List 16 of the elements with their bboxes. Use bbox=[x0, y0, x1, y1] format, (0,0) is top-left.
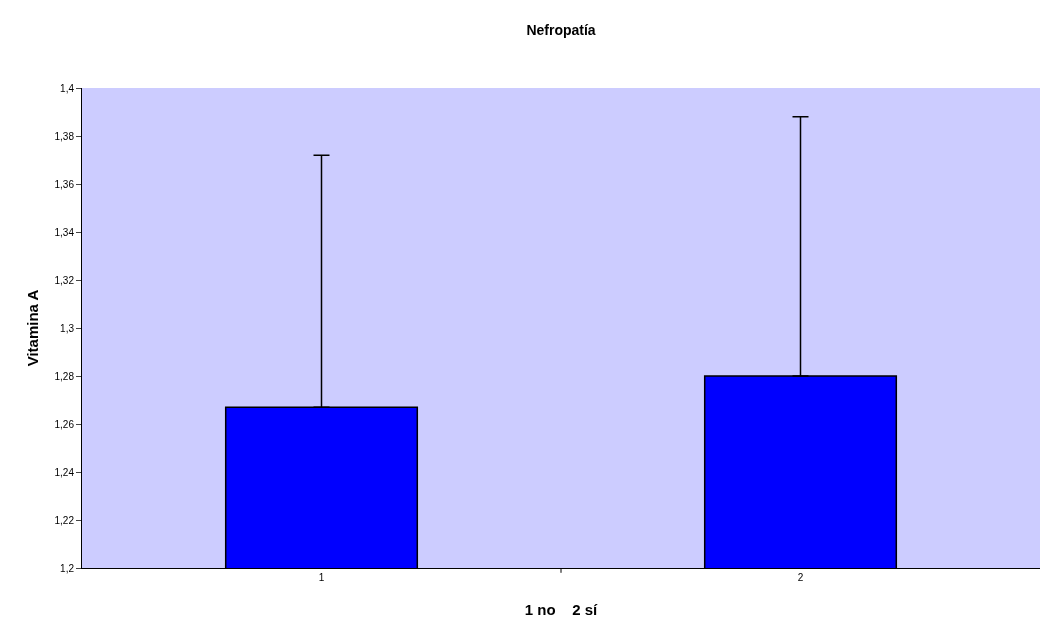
y-tick-label: 1,36 bbox=[54, 178, 75, 190]
y-tick-label: 1,32 bbox=[54, 274, 75, 286]
y-tick-label: 1,24 bbox=[54, 466, 75, 478]
y-axis-title: Vitamina A bbox=[23, 289, 41, 367]
y-tick-label: 1,34 bbox=[54, 226, 75, 238]
x-tick-label: 1 bbox=[318, 572, 325, 583]
y-tick-label: 1,26 bbox=[54, 418, 75, 430]
y-tick-label: 1,4 bbox=[60, 82, 75, 94]
y-tick-label: 1,22 bbox=[54, 514, 75, 526]
y-tick-label: 1,3 bbox=[60, 322, 75, 334]
y-tick-label: 1,2 bbox=[60, 562, 75, 574]
chart-title: Nefropatía bbox=[526, 21, 596, 38]
y-tick-label: 1,38 bbox=[54, 130, 75, 142]
y-tick-label: 1,28 bbox=[54, 370, 75, 382]
x-axis-title: 1 no 2 sí bbox=[524, 601, 599, 618]
x-tick-label: 2 bbox=[797, 572, 804, 583]
